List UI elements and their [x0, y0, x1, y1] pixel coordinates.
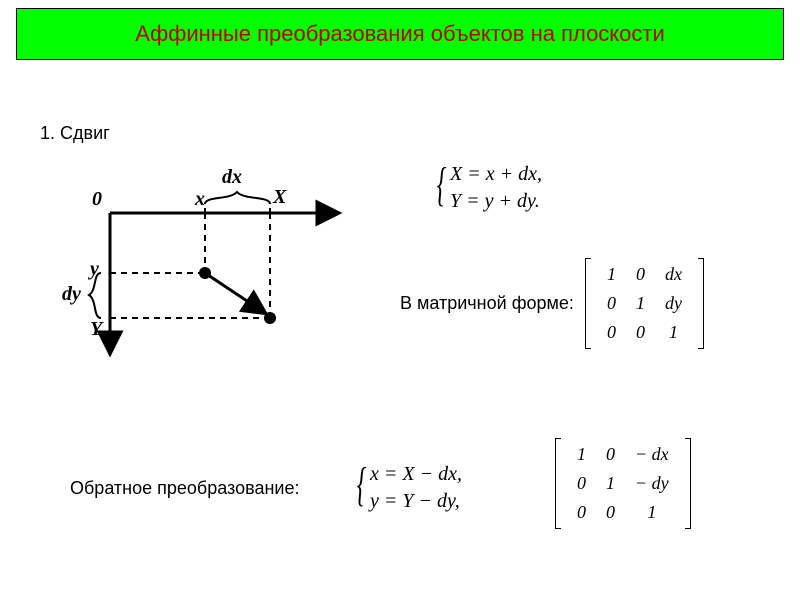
eq2-line1: x = X − dx,	[370, 463, 462, 486]
diagram-label-O: 0	[92, 188, 102, 211]
diagram-label-X: X	[273, 186, 286, 209]
section-heading: 1. Сдвиг	[40, 123, 110, 144]
page-title: Аффинные преобразования объектов на плос…	[135, 21, 665, 47]
diagram-label-x: x	[195, 188, 205, 211]
forward-matrix: 10dx 01dy 001	[585, 258, 704, 349]
diagram-label-dy: dy	[62, 283, 81, 306]
eq1-line2: Y = y + dy.	[450, 190, 542, 213]
title-bar: Аффинные преобразования объектов на плос…	[16, 8, 784, 60]
eq1-line1: X = x + dx,	[450, 163, 542, 186]
shift-diagram: 0 x X dx y Y dy	[70, 178, 350, 368]
diagram-label-dx: dx	[222, 166, 242, 189]
matrix-form-label: В матричной форме:	[400, 293, 574, 314]
inverse-equations: { x = X − dx, y = Y − dy,	[370, 463, 462, 513]
inverse-label: Обратное преобразование:	[70, 478, 300, 499]
forward-equations: { X = x + dx, Y = y + dy.	[450, 163, 542, 213]
diagram-label-y: y	[90, 258, 99, 281]
diagram-label-Y: Y	[90, 318, 102, 341]
eq2-line2: y = Y − dy,	[370, 490, 462, 513]
inverse-matrix: 10− dx 01− dy 001	[555, 438, 691, 529]
